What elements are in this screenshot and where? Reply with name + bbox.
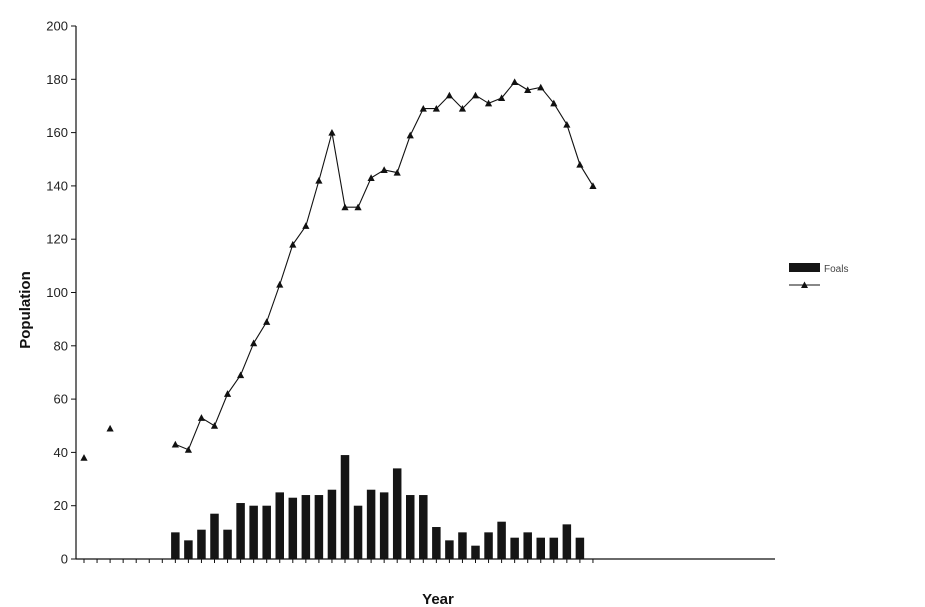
line-layer (80, 78, 597, 461)
population-point (289, 240, 297, 248)
foals-bar (275, 492, 284, 559)
foals-bar (236, 503, 245, 559)
foals-bar (288, 497, 298, 559)
foals-bar (340, 455, 350, 559)
foals-bar (197, 529, 206, 559)
foals-bar (510, 537, 519, 559)
foals-bar (314, 495, 324, 559)
population-point (315, 176, 323, 184)
foals-bar (262, 505, 271, 559)
foals-bar (484, 532, 493, 559)
foals-bar (353, 505, 363, 559)
legend-foals-label: Foals (824, 264, 848, 275)
population-point (458, 105, 467, 112)
population-point (445, 91, 453, 99)
population-point (524, 86, 532, 94)
population-point (237, 371, 245, 379)
y-tick-label: 80 (54, 338, 68, 353)
population-point (80, 454, 88, 461)
foals-bar (327, 489, 337, 559)
population-point (341, 203, 349, 211)
y-tick-label: 140 (46, 178, 68, 193)
foals-bar (536, 537, 545, 559)
population-point (419, 105, 427, 112)
foals-bar (406, 495, 415, 559)
y-tick-label: 40 (54, 445, 68, 460)
foals-bar (301, 495, 311, 559)
foals-bar (562, 524, 572, 559)
y-axis-title: Population (17, 271, 34, 349)
population-point (484, 99, 493, 107)
population-point (197, 414, 206, 421)
population-point (537, 83, 545, 91)
population-point (106, 424, 114, 432)
foals-bar (497, 521, 506, 559)
y-tick-label: 160 (46, 125, 68, 140)
foals-bar (445, 540, 454, 559)
population-point (432, 105, 440, 112)
population-point (550, 99, 558, 107)
population-point (210, 422, 219, 429)
foals-bar (549, 537, 559, 559)
population-point (302, 222, 310, 229)
x-axis-title: Year (422, 591, 454, 607)
population-point (576, 160, 584, 168)
y-tick-label: 180 (46, 72, 68, 87)
foals-bar (249, 505, 258, 559)
foals-bar (184, 540, 193, 559)
population-point (511, 78, 519, 86)
foals-bar (223, 529, 232, 559)
foals-bar (392, 468, 402, 559)
population-point (184, 446, 192, 453)
population-point (406, 131, 414, 139)
population-line (175, 81, 594, 451)
foals-bar (210, 513, 219, 559)
foals-bar (366, 489, 376, 559)
y-tick-label: 100 (46, 285, 68, 300)
population-point (328, 129, 336, 136)
ticks-layer: 0 20 40 60 80 100 120 140 160 180 200 (46, 19, 594, 567)
foals-bar (379, 492, 389, 559)
legend-foals-swatch (789, 263, 820, 272)
y-tick-label: 20 (54, 498, 68, 513)
foals-bar (171, 532, 180, 559)
population-point (223, 390, 232, 397)
population-point (380, 166, 388, 173)
foals-bar (458, 532, 467, 559)
population-point (354, 203, 362, 211)
population-point (563, 121, 571, 128)
bars-layer (171, 455, 585, 559)
population-point (171, 440, 179, 448)
population-point (471, 91, 480, 99)
population-point (498, 94, 506, 102)
population-point (276, 280, 284, 288)
population-point (367, 174, 375, 181)
y-tick-label: 0 (61, 552, 68, 567)
legend-population-swatch-marker (801, 281, 808, 288)
foals-bar (575, 537, 585, 559)
legend: Foals (789, 263, 848, 288)
y-tick-label: 120 (46, 232, 68, 247)
foals-bar (523, 532, 532, 559)
foals-bar (432, 527, 441, 559)
axes-layer (75, 26, 775, 560)
y-tick-label: 60 (54, 392, 68, 407)
y-tick-label: 200 (46, 19, 68, 34)
foals-bar (419, 495, 428, 559)
population-point (589, 182, 597, 189)
population-point (263, 318, 271, 325)
foals-bar (471, 545, 480, 559)
population-point (393, 168, 401, 176)
population-point (250, 339, 258, 347)
